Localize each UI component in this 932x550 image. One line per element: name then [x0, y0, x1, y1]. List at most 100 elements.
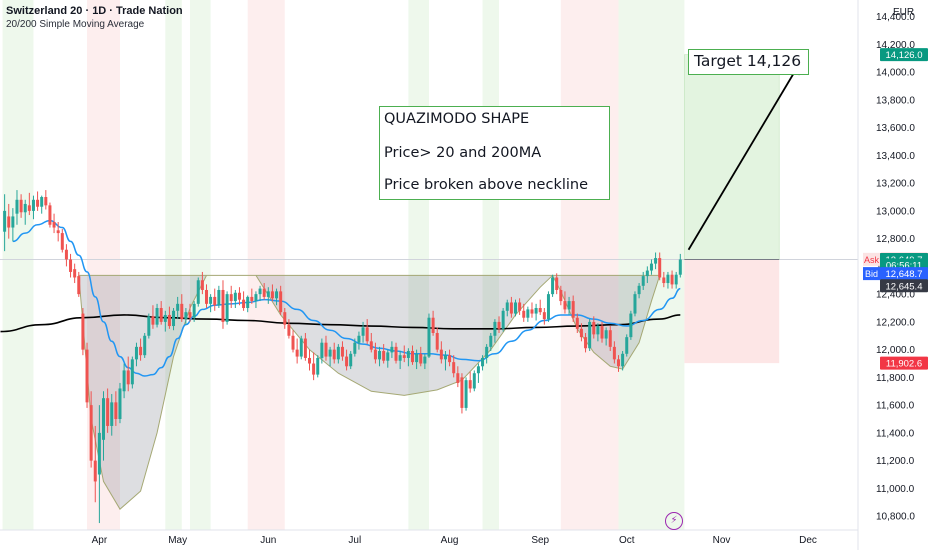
background-band-green — [165, 0, 182, 530]
candle — [295, 338, 299, 364]
candle-body — [77, 276, 81, 295]
candle-body — [291, 335, 295, 350]
candle — [81, 308, 85, 356]
candle-body — [666, 274, 670, 284]
candle-body — [369, 341, 373, 350]
candle-body — [456, 373, 460, 383]
candle — [303, 332, 307, 361]
price-label-stop: 11,902.6 — [880, 356, 928, 370]
candle-body — [48, 205, 52, 225]
candle-body — [596, 326, 600, 335]
position-profit-zone — [684, 54, 780, 260]
candle-body — [340, 346, 344, 357]
candle-body — [670, 274, 674, 285]
candle-body — [633, 294, 637, 314]
candle-body — [192, 303, 196, 318]
candle — [143, 332, 147, 358]
candle-body — [40, 197, 44, 207]
candle — [670, 270, 674, 289]
candle-body — [625, 337, 629, 354]
candle-body — [641, 276, 645, 286]
candle-body — [110, 402, 114, 426]
candle — [633, 291, 637, 317]
candle-body — [349, 353, 353, 367]
target-annotation-text: Target 14,126 — [694, 52, 802, 70]
candle — [493, 319, 497, 343]
candle-body — [608, 330, 612, 347]
candle-body — [139, 346, 143, 356]
candle — [658, 252, 662, 281]
candle-body — [324, 342, 328, 357]
candle — [452, 355, 456, 378]
price-label-target: 14,126.0 — [880, 48, 928, 62]
candle — [118, 382, 122, 424]
candle — [180, 294, 184, 322]
candle — [250, 288, 254, 304]
lightning-bolt-icon[interactable]: ⚡ — [665, 512, 683, 530]
price-tick-label: 13,200.0 — [876, 179, 915, 190]
candle-body — [143, 335, 147, 356]
candle — [604, 327, 608, 346]
quasimodo-annotation-box[interactable]: QUAZIMODO SHAPE Price> 20 and 200MA Pric… — [379, 106, 610, 200]
candle-body — [85, 349, 89, 403]
candle — [299, 335, 303, 360]
time-axis[interactable]: Apr May Jun Jul Aug Sep Oct Nov Dec — [0, 529, 858, 546]
candle-body — [481, 357, 485, 367]
candle — [332, 342, 336, 364]
candle — [23, 199, 27, 225]
candle-body — [52, 221, 56, 228]
candle — [542, 308, 546, 325]
candle — [209, 294, 213, 313]
candle — [36, 191, 40, 211]
price-tick-label: 10,800.0 — [876, 512, 915, 523]
candle — [645, 266, 649, 284]
price-tick-label: 12,000.0 — [876, 345, 915, 356]
candle-body — [93, 460, 97, 482]
candle-body — [588, 321, 592, 349]
price-label-sma: 12,645.4 — [880, 279, 928, 293]
candle-body — [60, 233, 64, 250]
price-tick-label: 13,000.0 — [876, 206, 915, 217]
candle-body — [415, 353, 419, 363]
long-position-tool[interactable] — [0, 54, 858, 364]
candle-body — [493, 321, 497, 336]
candle-body — [649, 263, 653, 271]
candle — [134, 342, 138, 367]
candle-body — [118, 388, 122, 420]
candle — [270, 284, 274, 302]
candle — [423, 353, 427, 370]
candle — [308, 349, 311, 371]
candle — [225, 291, 229, 325]
candle-body — [328, 349, 332, 357]
target-annotation-box[interactable]: Target 14,126 — [688, 49, 809, 75]
candle-body — [497, 321, 501, 329]
candle — [522, 303, 526, 322]
candle-body — [15, 199, 19, 214]
candle — [406, 348, 410, 367]
symbol-title[interactable]: Switzerland 20 · 1D · Trade Nation — [6, 5, 183, 17]
candle-body — [398, 355, 402, 361]
candle — [365, 319, 369, 345]
price-label-text: 14,126.0 — [886, 50, 923, 61]
candle — [126, 356, 130, 392]
candle — [279, 285, 283, 315]
candle — [443, 351, 447, 371]
candle-body — [472, 373, 476, 389]
candle-body — [579, 328, 583, 338]
price-tick-label: 14,200.0 — [876, 40, 915, 51]
candle-body — [3, 210, 7, 232]
candle-body — [567, 301, 571, 310]
candle-body — [163, 314, 167, 322]
candle-body — [452, 362, 456, 374]
candle-body — [406, 351, 410, 358]
candle — [246, 295, 250, 313]
indicator-legend[interactable]: 20/200 Simple Moving Average — [6, 19, 145, 30]
candle-body — [645, 270, 649, 277]
candle-body — [538, 308, 542, 313]
quasimodo-shape-drawing[interactable] — [78, 274, 661, 510]
candle — [427, 313, 431, 358]
candle-body — [114, 402, 118, 420]
candle-body — [427, 317, 431, 357]
candle-body — [23, 203, 27, 213]
